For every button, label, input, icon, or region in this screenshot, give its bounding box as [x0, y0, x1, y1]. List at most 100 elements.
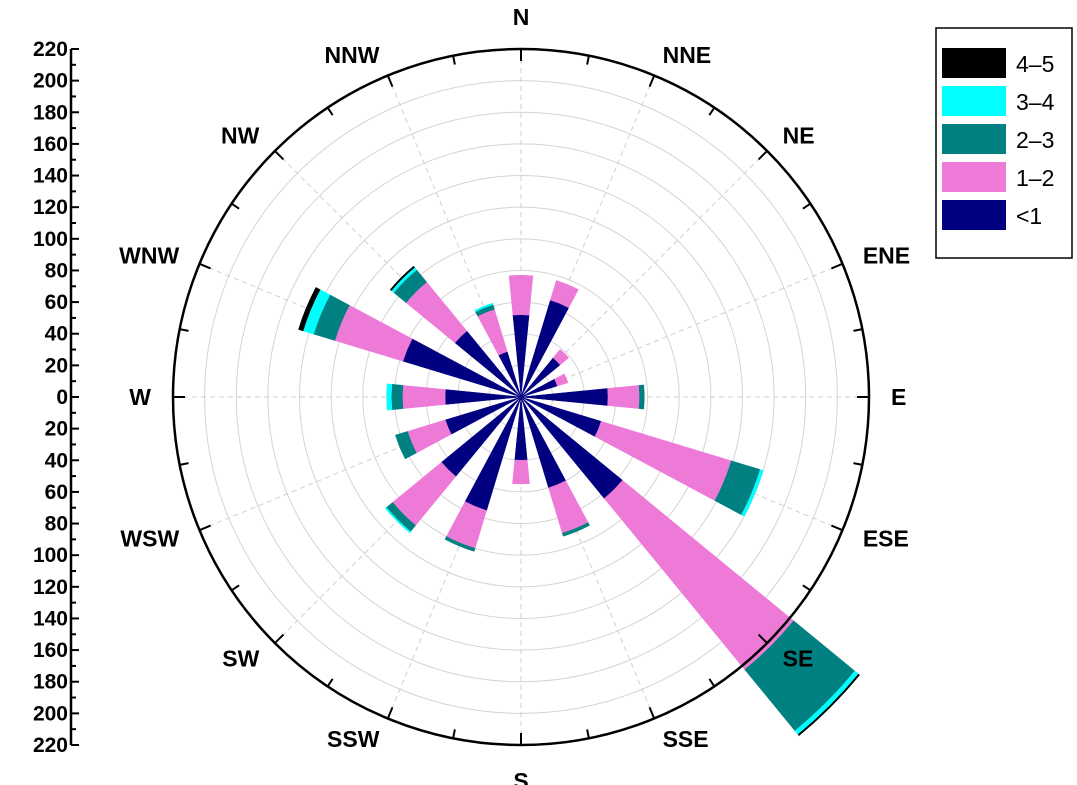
direction-label-nw: NW — [221, 122, 260, 148]
polar-frame — [171, 47, 871, 747]
direction-label-n: N — [513, 4, 530, 30]
direction-label-nnw: NNW — [324, 42, 379, 68]
bar-e-1 — [607, 385, 640, 409]
angular-tick — [274, 150, 285, 161]
direction-label-sse: SSE — [663, 726, 709, 752]
radial-tick-label: 200 — [33, 70, 68, 93]
direction-label-ne: NE — [783, 122, 815, 148]
radial-tick-label: 80 — [45, 513, 68, 536]
legend-swatch — [942, 162, 1006, 192]
grid-circle — [299, 175, 743, 619]
bar-wnw-1 — [334, 304, 413, 362]
legend-label: 1–2 — [1016, 165, 1054, 191]
bar-se-4 — [797, 673, 861, 737]
legend-label: 2–3 — [1016, 127, 1054, 153]
direction-label-s: S — [513, 768, 528, 785]
radial-tick-label: 120 — [33, 576, 68, 599]
angular-tick — [586, 55, 590, 65]
radial-tick-label: 140 — [33, 165, 68, 188]
angular-tick — [831, 524, 843, 532]
angular-tick — [199, 524, 211, 532]
direction-label-sw: SW — [222, 646, 259, 672]
angular-tick — [757, 633, 768, 644]
legend-swatch — [942, 124, 1006, 154]
direction-labels: N NNE NE ENE E ESE SE SSE S SSW SW WSW W WNW NW NNW — [119, 4, 910, 785]
radial-tick-label: 180 — [33, 101, 68, 124]
direction-label-wsw: WSW — [120, 526, 179, 552]
legend-label: 3–4 — [1016, 89, 1055, 115]
bar-wsw-2 — [395, 431, 417, 460]
radial-tick-label: 200 — [33, 702, 68, 725]
legend-label: <1 — [1016, 203, 1042, 229]
bar-s-1 — [512, 459, 530, 485]
bar-nnw-3 — [474, 302, 494, 313]
radial-tick-label: 160 — [33, 639, 68, 662]
bar-e-2 — [638, 384, 645, 410]
legend-label: 4–5 — [1016, 51, 1054, 77]
angular-tick — [853, 328, 863, 332]
bar-w-3 — [386, 383, 393, 411]
radial-tick-label: 100 — [33, 228, 68, 251]
radial-tick-label: 180 — [33, 671, 68, 694]
radial-tick-label: 220 — [33, 38, 68, 61]
direction-label-se: SE — [783, 646, 814, 672]
direction-label-w: W — [129, 384, 151, 410]
angular-tick — [386, 707, 394, 719]
angular-tick — [199, 262, 211, 270]
angular-tick — [708, 678, 716, 687]
bar-ene-1 — [554, 373, 569, 387]
bar-w-1 — [402, 385, 446, 409]
direction-label-e: E — [891, 384, 906, 410]
direction-label-ese: ESE — [863, 526, 909, 552]
legend: 4–5 3–4 2–3 1–2 <1 — [935, 27, 1073, 259]
radial-tick-label: 220 — [33, 734, 68, 757]
bar-nw-4 — [389, 265, 415, 291]
angular-tick — [274, 633, 285, 644]
bar-ese-3 — [741, 469, 764, 517]
grid-spoke — [520, 263, 843, 398]
radial-tick-label: 20 — [45, 354, 68, 377]
legend-swatch — [942, 200, 1006, 230]
angular-tick — [179, 462, 189, 466]
angular-tick — [231, 202, 240, 210]
angular-tick — [179, 328, 189, 332]
direction-label-nne: NNE — [663, 42, 712, 68]
direction-label-wnw: WNW — [119, 242, 179, 268]
angular-tick — [452, 729, 456, 739]
angular-tick — [586, 729, 590, 739]
bar-sw-3 — [384, 507, 411, 534]
direction-label-ssw: SSW — [327, 726, 380, 752]
bar-sse-2 — [562, 522, 590, 537]
angular-tick — [452, 55, 456, 65]
bar-ssw-2 — [444, 536, 476, 552]
bar-n-1 — [508, 274, 534, 316]
legend-swatch — [942, 48, 1006, 78]
radial-tick-label: 0 — [56, 386, 68, 409]
angular-tick — [802, 584, 811, 592]
bar-nnw-1 — [477, 308, 508, 356]
radial-tick-label: 160 — [33, 133, 68, 156]
radial-tick-label: 20 — [45, 418, 68, 441]
radial-tick-label: 120 — [33, 196, 68, 219]
bar-ne-1 — [552, 348, 570, 366]
wind-rose-bars — [298, 265, 861, 737]
angular-tick — [648, 707, 656, 719]
direction-label-ene: ENE — [863, 242, 910, 268]
angular-tick — [326, 678, 334, 687]
bar-wnw-4 — [298, 287, 321, 332]
radial-tick-label: 140 — [33, 607, 68, 630]
radial-tick-label: 40 — [45, 323, 68, 346]
angular-tick — [708, 107, 716, 116]
grid-circle — [362, 238, 680, 556]
angular-tick — [802, 202, 811, 210]
radial-tick-label: 80 — [45, 259, 68, 282]
angular-tick — [648, 75, 656, 87]
grid-circle — [235, 111, 807, 683]
radial-axis: 0 20 40 60 80 100 120 140 160 180 200 220 20 40 60 80 10… — [33, 38, 79, 757]
bar-w-2 — [391, 384, 404, 410]
angular-tick — [831, 262, 843, 270]
angular-tick — [231, 584, 240, 592]
radial-tick-label: 100 — [33, 544, 68, 567]
angular-tick — [757, 150, 768, 161]
